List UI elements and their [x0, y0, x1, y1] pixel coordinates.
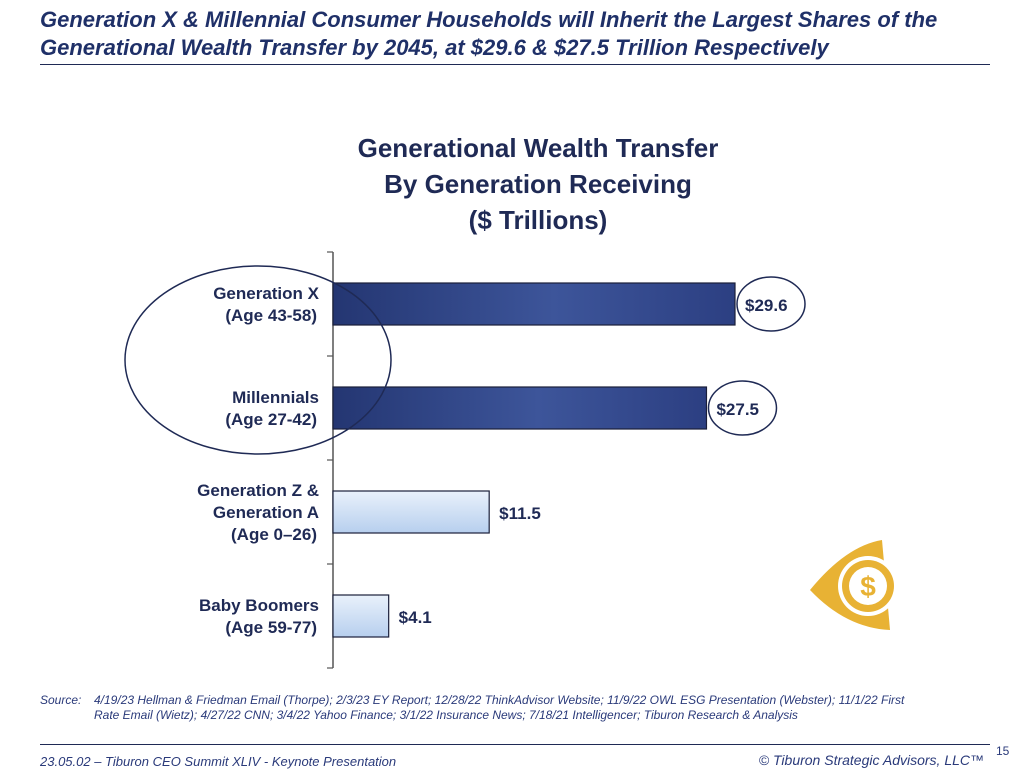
bar-0 [332, 282, 736, 326]
dollar-eye-logo-icon: $ [806, 536, 906, 637]
chart-title-line-1: Generational Wealth Transfer [357, 133, 719, 163]
source-label: Source: [40, 693, 82, 707]
bar-value-label-3: $4.1 [399, 608, 432, 627]
bar-3 [332, 594, 390, 638]
footer-divider [40, 744, 990, 745]
category-label-2-line-2: (Age 0–26) [231, 525, 317, 544]
bar-value-label-0: $29.6 [745, 296, 788, 315]
value-highlight-circle-0 [736, 276, 806, 332]
bar-2 [332, 490, 490, 534]
value-highlight-circle-1 [707, 380, 778, 436]
category-label-1-line-0: Millennials [232, 388, 319, 407]
footer-presentation-name: 23.05.02 – Tiburon CEO Summit XLIV - Key… [40, 754, 397, 769]
bar-1 [332, 386, 708, 430]
source-text: 4/19/23 Hellman & Friedman Email (Thorpe… [94, 693, 905, 722]
category-label-2-line-1: Generation A [213, 503, 319, 522]
bar-value-label-1: $27.5 [716, 400, 759, 419]
category-label-0-line-1: (Age 43-58) [225, 306, 317, 325]
category-label-1-line-1: (Age 27-42) [225, 410, 317, 429]
page-number: 15 [996, 744, 1010, 758]
headline-divider [40, 64, 990, 65]
category-highlight-ellipse [124, 265, 392, 455]
category-label-0-line-0: Generation X [213, 284, 319, 303]
svg-text:$: $ [860, 571, 876, 602]
bar-value-label-2: $11.5 [499, 504, 541, 523]
category-label-2-line-0: Generation Z & [197, 481, 319, 500]
slide-headline: Generation X & Millennial Consumer House… [40, 7, 938, 60]
category-label-3-line-0: Baby Boomers [199, 596, 319, 615]
chart-title-line-3: ($ Trillions) [468, 205, 608, 235]
source-note: Source: 4/19/23 Hellman & Friedman Email… [40, 693, 920, 723]
category-label-3-line-1: (Age 59-77) [225, 618, 317, 637]
footer-copyright: © Tiburon Strategic Advisors, LLC™ [758, 752, 984, 768]
chart-title: Generational Wealth Transfer By Generati… [300, 130, 776, 238]
chart-title-line-2: By Generation Receiving [384, 169, 692, 199]
